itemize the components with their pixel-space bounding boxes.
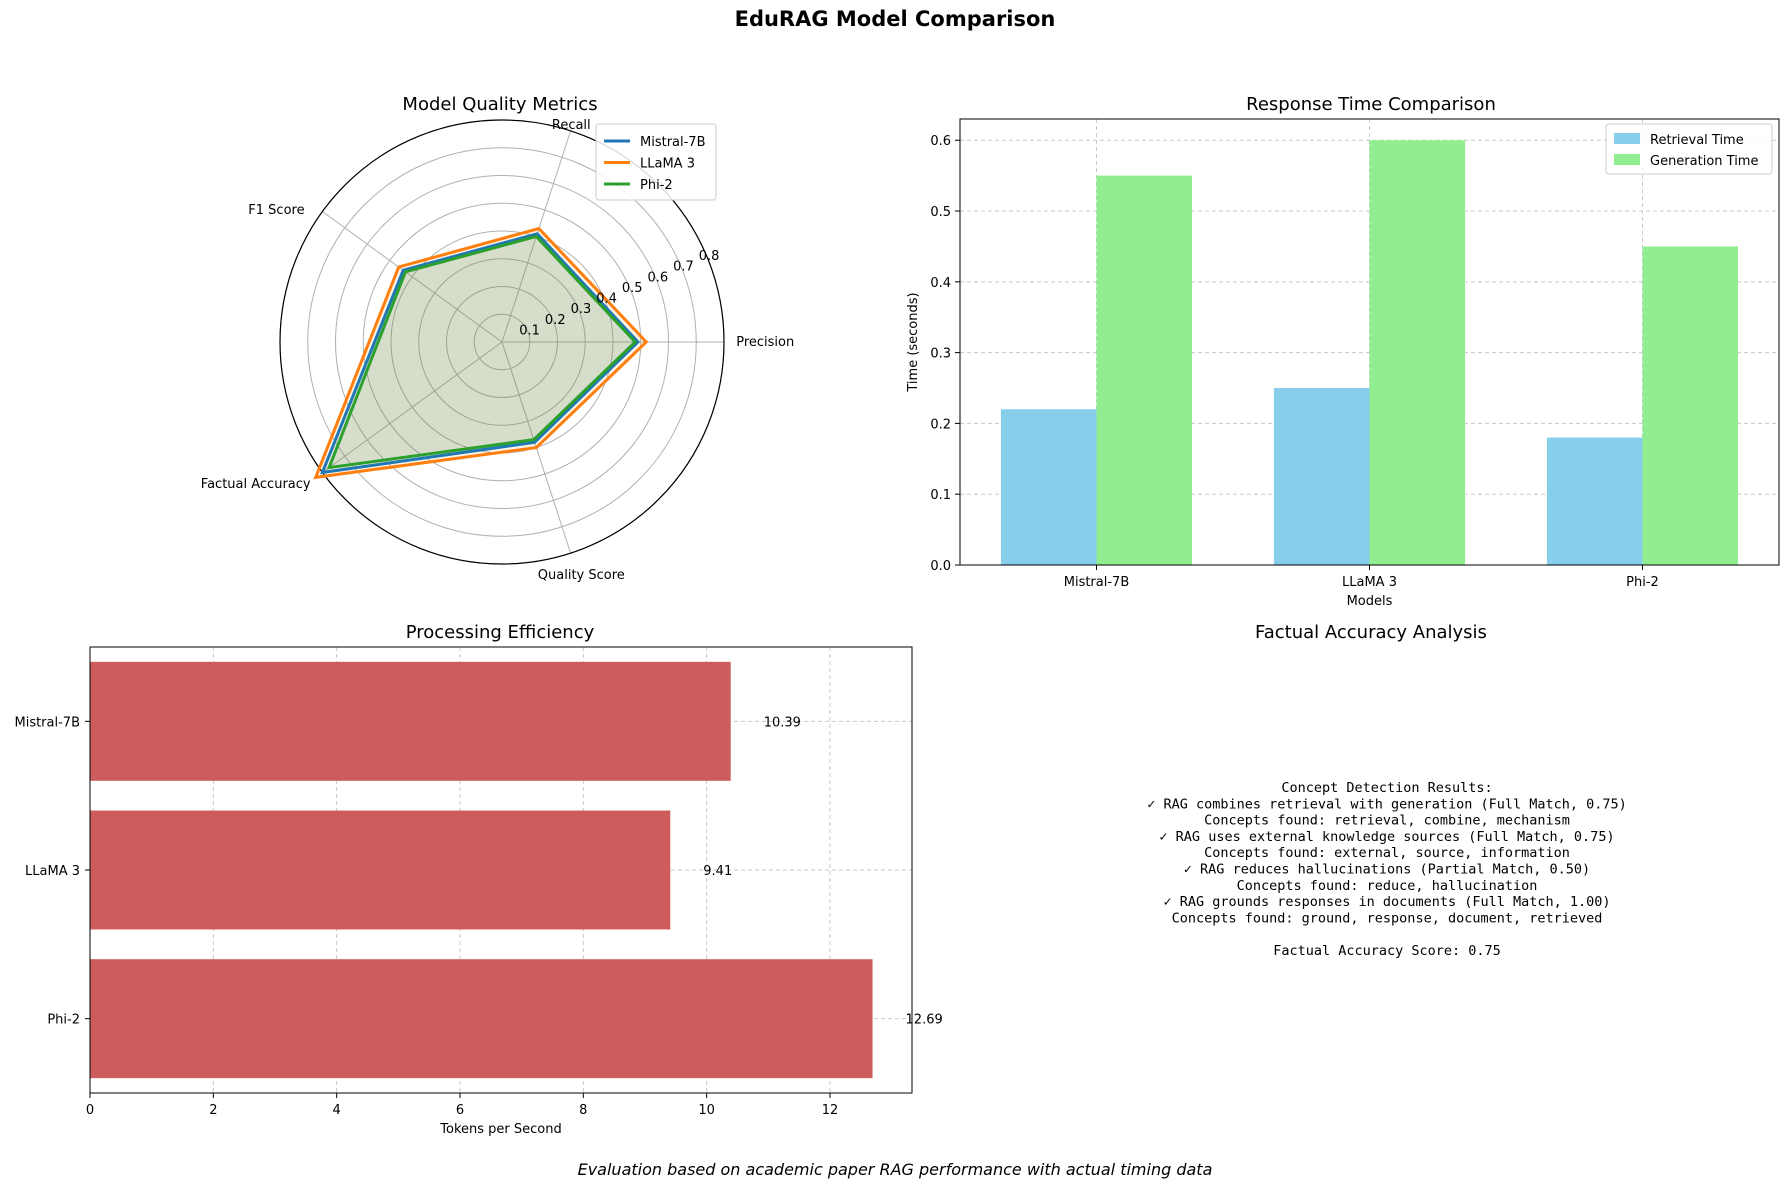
- radar-tick-label: 0.6: [647, 270, 668, 285]
- radar-axis-label: Factual Accuracy: [201, 477, 311, 492]
- radar-area-mistral-7b: [322, 233, 638, 473]
- y-tick-label: 0.6: [930, 134, 951, 149]
- radar-area-phi-2: [329, 236, 636, 468]
- figure-footer: Evaluation based on academic paper RAG p…: [578, 1160, 1213, 1179]
- accuracy-line: ✓ RAG combines retrieval with generation…: [1147, 796, 1627, 812]
- radar-legend: [595, 123, 717, 201]
- radar-tick-label: 0.8: [699, 249, 720, 264]
- response-time-legend: [1605, 123, 1773, 175]
- accuracy-panel: Factual Accuracy Analysis Concept Detect…: [1147, 622, 1627, 959]
- x-axis-label: Tokens per Second: [439, 1122, 561, 1137]
- efficiency-bar: [90, 661, 731, 781]
- legend-label: Retrieval Time: [1650, 133, 1744, 148]
- radar-line-llama-3: [313, 226, 649, 480]
- legend-swatch: [1614, 133, 1640, 144]
- efficiency-value-label: 9.41: [703, 864, 732, 879]
- radar-axis-label: Precision: [736, 335, 794, 350]
- efficiency-bar: [90, 810, 671, 930]
- legend-label: Generation Time: [1650, 154, 1758, 169]
- efficiency-bar: [90, 959, 873, 1079]
- accuracy-line: ✓ RAG uses external knowledge sources (F…: [1159, 829, 1614, 845]
- legend-label: Phi-2: [640, 178, 673, 193]
- radar-title: Model Quality Metrics: [402, 94, 597, 115]
- efficiency-title: Processing Efficiency: [406, 622, 595, 643]
- x-tick-label: LLaMA 3: [1342, 575, 1397, 590]
- bar-generation-time: [1369, 140, 1466, 565]
- y-axis-label: Time (seconds): [906, 292, 921, 392]
- radar-tick-label: 0.2: [545, 313, 566, 328]
- radar-spoke: [322, 211, 503, 343]
- x-tick-label: Phi-2: [1626, 575, 1659, 590]
- accuracy-line: Concepts found: external, source, inform…: [1204, 845, 1570, 861]
- accuracy-line: Concepts found: reduce, hallucination: [1237, 878, 1538, 894]
- accuracy-line: Concept Detection Results:: [1281, 780, 1492, 796]
- legend-label: Mistral-7B: [640, 135, 706, 150]
- y-tick-label: 0.1: [930, 488, 951, 503]
- y-tick-label: 0.5: [930, 205, 951, 220]
- radar-chart: Model Quality Metrics 0.1 0.2 0.3 0.4 0.5 0.6…: [201, 94, 794, 583]
- radar-tick-label: 0.1: [519, 323, 540, 338]
- y-tick-label: Mistral-7B: [14, 715, 80, 730]
- bar-generation-time: [1096, 175, 1193, 565]
- x-tick-label: 0: [86, 1103, 94, 1118]
- accuracy-line: Factual Accuracy Score: 0.75: [1273, 943, 1501, 959]
- legend-swatch: [1614, 154, 1640, 165]
- accuracy-line: ✓ RAG grounds responses in documents (Fu…: [1163, 894, 1610, 910]
- response-time-title: Response Time Comparison: [1246, 94, 1496, 115]
- radar-tick-label: 0.3: [571, 302, 592, 317]
- radar-axis-label: Quality Score: [538, 568, 625, 583]
- y-tick-label: LLaMA 3: [25, 864, 80, 879]
- radar-spoke: [322, 341, 503, 473]
- radar-axis-label: Recall: [552, 118, 591, 133]
- radar-axis-label: F1 Score: [248, 203, 304, 218]
- y-tick-label: 0.3: [930, 347, 951, 362]
- radar-frame: [279, 119, 725, 565]
- efficiency-value-label: 10.39: [764, 715, 801, 730]
- bar-retrieval-time: [1273, 388, 1370, 565]
- x-tick-label: 4: [333, 1103, 341, 1118]
- accuracy-line: ✓ RAG reduces hallucinations (Partial Ma…: [1184, 862, 1590, 878]
- radar-tick-label: 0.5: [622, 281, 643, 296]
- radar-line-mistral-7b: [320, 232, 641, 475]
- radar-line-phi-2: [326, 234, 638, 470]
- bar-generation-time: [1642, 246, 1739, 565]
- x-tick-label: Mistral-7B: [1064, 575, 1130, 590]
- x-tick-label: 10: [698, 1103, 715, 1118]
- bar-retrieval-time: [1546, 437, 1643, 565]
- accuracy-line: Concepts found: ground, response, docume…: [1172, 910, 1603, 926]
- figure-title: EduRAG Model Comparison: [735, 7, 1056, 31]
- y-tick-label: Phi-2: [47, 1013, 80, 1028]
- accuracy-line: Concepts found: retrieval, combine, mech…: [1204, 813, 1570, 829]
- y-tick-label: 0.2: [930, 417, 951, 432]
- efficiency-chart: Processing Efficiency 0 2 4 6 8 10 12 10.39 9.41…: [14, 622, 942, 1137]
- y-tick-label: 0.4: [930, 276, 951, 291]
- response-time-chart: Response Time Comparison 0.0 0.1 0.2 0.3 0.4…: [906, 94, 1780, 609]
- radar-tick-label: 0.4: [596, 292, 617, 307]
- x-axis-label: Models: [1347, 594, 1393, 609]
- accuracy-title: Factual Accuracy Analysis: [1255, 622, 1487, 643]
- x-tick-label: 6: [456, 1103, 464, 1118]
- bar-retrieval-time: [1000, 409, 1097, 565]
- legend-label: LLaMA 3: [640, 157, 695, 172]
- x-tick-label: 2: [209, 1103, 217, 1118]
- x-tick-label: 12: [822, 1103, 839, 1118]
- radar-tick-label: 0.7: [673, 260, 694, 275]
- efficiency-value-label: 12.69: [906, 1013, 943, 1028]
- x-tick-label: 8: [579, 1103, 587, 1118]
- y-tick-label: 0.0: [930, 559, 951, 574]
